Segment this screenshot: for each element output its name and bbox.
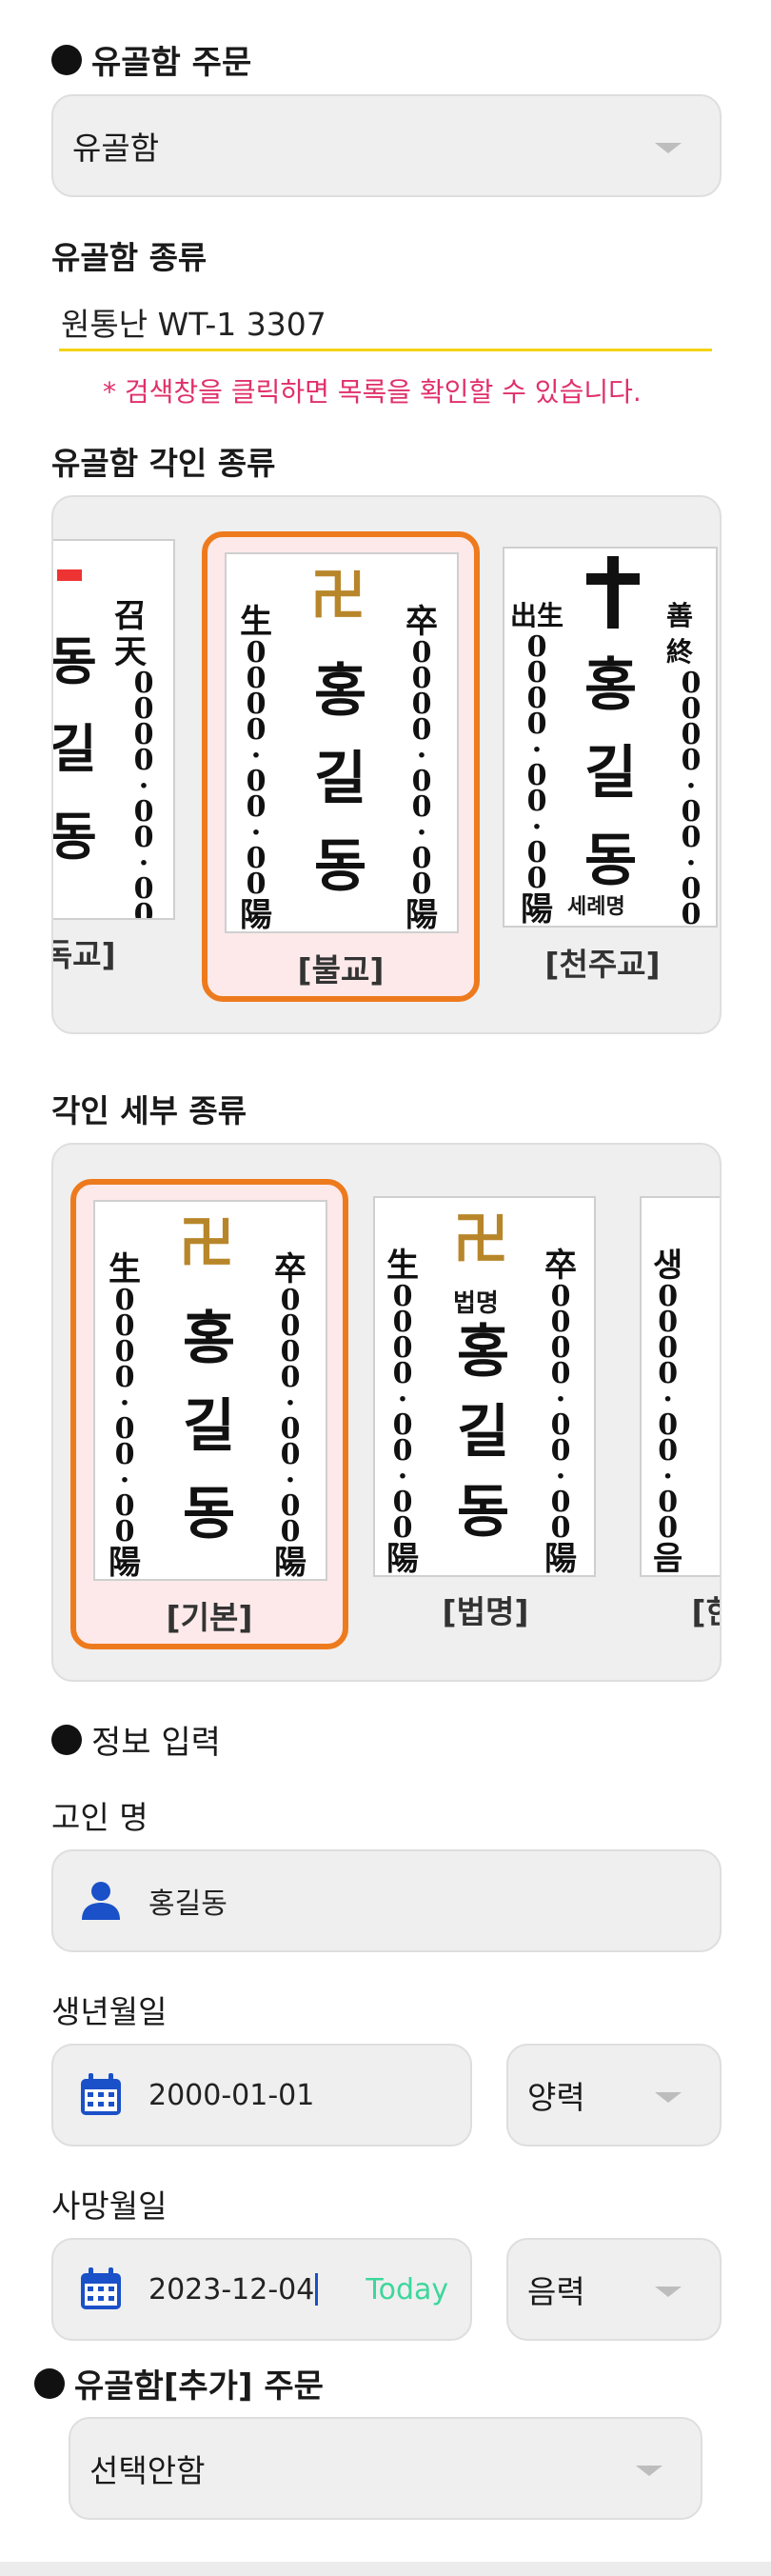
swastika-icon: 卍 bbox=[310, 563, 366, 628]
urn-type-search-input[interactable]: 원통난 WT-1 3307 bbox=[61, 306, 326, 343]
caption-christian: [기독교] bbox=[53, 936, 116, 973]
deceased-name-input[interactable]: 홍길동 bbox=[51, 1849, 722, 1952]
bullet-icon bbox=[51, 44, 82, 75]
calendar-icon bbox=[81, 2073, 121, 2115]
caption-dharma: [법명] bbox=[442, 1593, 529, 1630]
cross-icon bbox=[584, 556, 642, 629]
extra-order-title: 유골함[추가] 주문 bbox=[34, 2360, 324, 2406]
swastika-icon: 卍 bbox=[179, 1210, 235, 1275]
birth-date-input[interactable]: 2000-01-01 bbox=[51, 2044, 472, 2147]
order-section-title: 유골함 주문 bbox=[51, 36, 251, 83]
dharma-label: 법명 bbox=[453, 1289, 499, 1318]
swastika-icon: 卍 bbox=[453, 1207, 509, 1271]
caption-basic: [기본] bbox=[166, 1599, 253, 1636]
extra-order-value: 선택안함 bbox=[89, 2452, 206, 2489]
extra-order-select[interactable]: 선택안함 bbox=[69, 2417, 702, 2520]
birth-date-label: 생년월일 bbox=[51, 1993, 168, 2030]
deceased-name-value: 홍길동 bbox=[148, 1887, 227, 1921]
urn-type-label: 유골함 종류 bbox=[51, 239, 208, 276]
order-section-title-text: 유골함 주문 bbox=[91, 44, 252, 82]
plaque-basic-name: 홍 길 동 bbox=[183, 1306, 236, 1548]
caption-hangul: [한글] bbox=[691, 1593, 720, 1630]
death-calendar-type-value: 음력 bbox=[527, 2273, 585, 2310]
extra-order-title-text: 유골함[추가] 주문 bbox=[74, 2367, 324, 2406]
red-mark-icon bbox=[57, 569, 82, 581]
plaque-christian-name: 동 길 동 bbox=[51, 630, 97, 867]
death-date-input[interactable]: 2023-12-04 Today bbox=[51, 2238, 472, 2341]
engraving-type-label: 유골함 각인 종류 bbox=[51, 445, 276, 482]
text-caret bbox=[315, 2273, 319, 2306]
caption-catholic: [천주교] bbox=[544, 946, 661, 983]
plaque-catholic-name: 홍 길 동 bbox=[584, 652, 638, 894]
birth-calendar-type-value: 양력 bbox=[527, 2079, 585, 2116]
info-section-title-text: 정보 입력 bbox=[91, 1724, 221, 1762]
urn-select[interactable]: 유골함 bbox=[51, 94, 722, 197]
birth-calendar-type-select[interactable]: 양력 bbox=[506, 2044, 722, 2147]
plaque-buddhist-name: 홍 길 동 bbox=[314, 658, 367, 900]
plaque-dharma-name: 홍 길 동 bbox=[457, 1319, 510, 1546]
person-icon bbox=[82, 1882, 120, 1920]
bullet-icon bbox=[51, 1724, 82, 1755]
death-date-label: 사망월일 bbox=[51, 2187, 168, 2225]
death-calendar-type-select[interactable]: 음력 bbox=[506, 2238, 722, 2341]
today-button[interactable]: Today bbox=[366, 2272, 449, 2306]
calendar-icon bbox=[81, 2267, 121, 2309]
chevron-down-icon bbox=[636, 2466, 662, 2476]
engraving-detail-label: 각인 세부 종류 bbox=[51, 1092, 247, 1129]
baptism-name: 세례명 bbox=[567, 895, 625, 919]
bullet-icon bbox=[34, 2367, 65, 2399]
chevron-down-icon bbox=[655, 2092, 682, 2103]
search-hint: * 검색창을 클릭하면 목록을 확인할 수 있습니다. bbox=[103, 376, 642, 408]
chevron-down-icon bbox=[655, 143, 682, 153]
death-date-value: 2023-12-04 bbox=[148, 2272, 315, 2306]
caption-buddhist: [불교] bbox=[297, 951, 385, 988]
info-section-title: 정보 입력 bbox=[51, 1716, 221, 1763]
birth-date-value: 2000-01-01 bbox=[148, 2078, 315, 2112]
chevron-down-icon bbox=[655, 2286, 682, 2297]
search-underline bbox=[59, 349, 712, 351]
urn-select-value: 유골함 bbox=[72, 130, 160, 167]
deceased-name-label: 고인 명 bbox=[51, 1799, 148, 1836]
bottom-bar bbox=[0, 2562, 771, 2576]
